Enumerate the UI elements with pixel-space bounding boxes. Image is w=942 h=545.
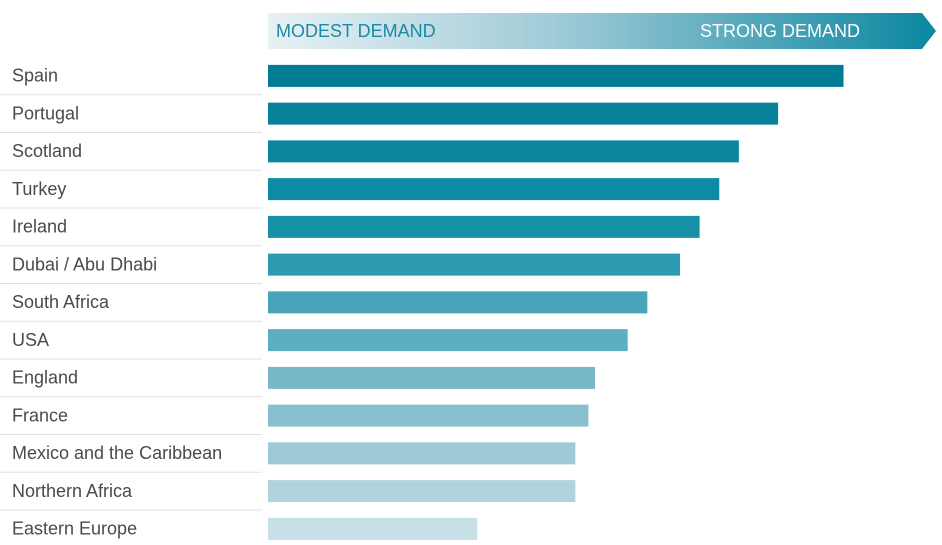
bar (268, 291, 648, 314)
bar (268, 178, 720, 201)
bar (268, 517, 478, 540)
bar (268, 329, 628, 352)
category-label: England (12, 368, 78, 388)
category-label: Dubai / Abu Dhabi (12, 254, 157, 274)
demand-scale-arrow (268, 13, 936, 49)
category-label: Turkey (12, 179, 66, 199)
category-label: Spain (12, 66, 58, 86)
category-label: Eastern Europe (12, 519, 137, 539)
bar (268, 442, 576, 465)
bar (268, 102, 779, 125)
category-label: Portugal (12, 103, 79, 123)
bar (268, 64, 844, 87)
category-label: Mexico and the Caribbean (12, 443, 222, 463)
category-label: USA (12, 330, 49, 350)
category-label: Scotland (12, 141, 82, 161)
category-label: Northern Africa (12, 481, 133, 501)
category-label: France (12, 405, 68, 425)
bar (268, 215, 700, 238)
category-label: Ireland (12, 217, 67, 237)
category-label: South Africa (12, 292, 110, 312)
bar (268, 480, 576, 503)
bar (268, 253, 681, 276)
bar (268, 366, 595, 389)
scale-label-high: STRONG DEMAND (700, 21, 860, 41)
scale-label-low: MODEST DEMAND (276, 21, 436, 41)
bar (268, 404, 589, 427)
bar (268, 140, 739, 163)
